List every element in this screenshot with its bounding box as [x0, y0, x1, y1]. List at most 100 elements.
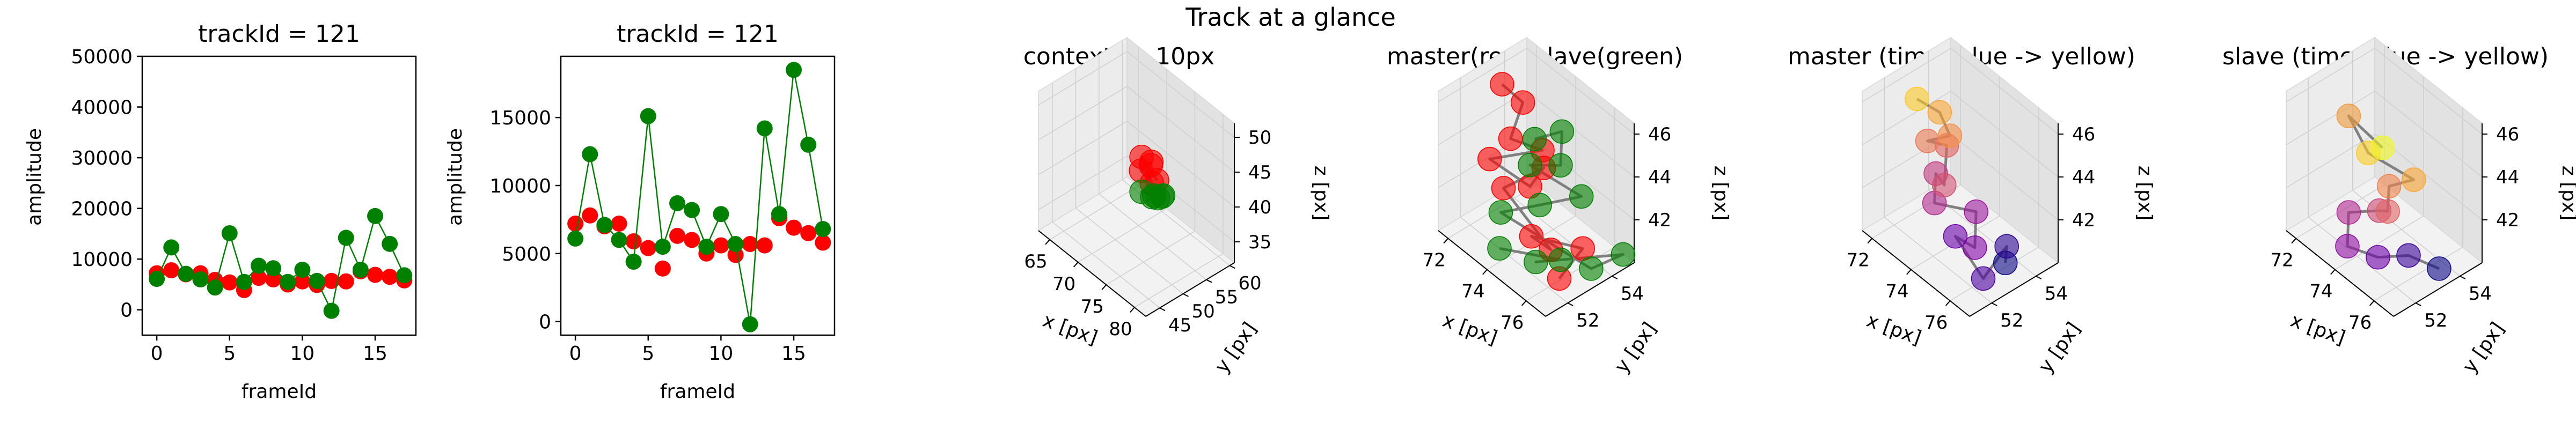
x-tick-label: 70 [1052, 273, 1075, 295]
x-tick-label: 15 [781, 343, 806, 365]
data-point [1488, 200, 1513, 225]
data-point [1510, 90, 1535, 115]
data-point [2396, 243, 2421, 268]
grid-line [1106, 231, 1195, 285]
grid-line [1862, 91, 1951, 145]
x-axis-label: x [px] [2288, 309, 2348, 349]
data-point [1937, 123, 1963, 148]
x-tick-label: 74 [1461, 281, 1484, 302]
data-point [294, 273, 311, 290]
y-tick [1229, 265, 1235, 269]
data-point [1490, 72, 1514, 97]
grid-line [2286, 91, 2375, 145]
data-point [2366, 245, 2390, 270]
grid-line [2286, 48, 2375, 102]
x-tick [1130, 307, 1135, 313]
y-tick-label: 50000 [71, 46, 133, 68]
data-point [684, 232, 700, 248]
y-axis-label: y [px] [1611, 319, 1661, 378]
chart-2-plot: 0 5 10 15 0 5000 10000 15000 [489, 55, 836, 365]
x-tick-label: 74 [2309, 281, 2332, 302]
z-tick-label: 46 [2072, 124, 2095, 145]
grid-line [2374, 91, 2483, 177]
data-point [800, 225, 817, 241]
grid-line [1950, 134, 2059, 220]
y-tick [2036, 276, 2042, 279]
chart-2: trackId = 121 frameId amplitude 0 5 10 15 0 5… [444, 20, 836, 403]
data-point [669, 195, 686, 211]
y-tick-label: 0 [539, 312, 551, 334]
z-tick-label: 44 [1648, 167, 1671, 188]
data-point [309, 272, 325, 289]
y-tick-label: 15000 [489, 107, 551, 129]
y-tick-label: 55 [1215, 287, 1238, 308]
data-point [1579, 256, 1604, 281]
y-tick [1159, 307, 1166, 312]
y-tick-label: 54 [2045, 283, 2068, 305]
data-point [2375, 199, 2400, 224]
plot-frame [560, 55, 836, 336]
data-point [323, 272, 340, 289]
chart-1-plot: 0 5 10 15 0 10000 20000 30000 40000 50000 [71, 46, 417, 365]
data-point [713, 237, 729, 254]
grid-line [1438, 48, 1527, 102]
series-line [156, 214, 405, 313]
x-tick-label: 0 [151, 343, 163, 365]
z-tick-label: 40 [1248, 197, 1271, 218]
y-tick-label: 54 [1621, 283, 1644, 305]
grid-line [2286, 134, 2375, 188]
x-tick-label: 76 [1924, 312, 1948, 334]
data-point [1519, 224, 1544, 249]
grid-line [1884, 217, 1992, 304]
y-axis-line [1545, 262, 1635, 317]
data-point [1943, 224, 1968, 249]
y-tick [1183, 293, 1189, 297]
data-point [1932, 173, 1957, 197]
y-axis-label: y [px] [2035, 319, 2085, 378]
data-point [800, 136, 817, 153]
x-tick [1867, 238, 1872, 244]
x-axis-label: x [px] [1864, 309, 1924, 349]
grid-line [1052, 221, 1160, 308]
chart-2-ylabel: amplitude [444, 128, 466, 226]
z-axis-label: z [px] [1710, 166, 1732, 221]
x-tick-label: 74 [1885, 281, 1908, 302]
y-tick-label: 10000 [71, 249, 133, 271]
chart-2-xlabel: frameId [660, 381, 735, 403]
data-point [567, 216, 584, 232]
grid-line [1099, 193, 1207, 280]
grid-line [1038, 51, 1128, 106]
data-point [1971, 266, 1996, 291]
data-point [1548, 153, 1573, 178]
x-tick-label: 15 [363, 343, 387, 365]
x-tick [2369, 300, 2375, 306]
grid-line [1862, 48, 1951, 102]
data-point [1549, 119, 1575, 144]
data-point [640, 108, 656, 124]
series-line [574, 70, 824, 324]
x-tick-label: 75 [1081, 296, 1104, 317]
z-axis-label: z [px] [1310, 166, 1332, 221]
data-point [192, 271, 209, 287]
data-point [251, 270, 267, 286]
grid-line [1460, 217, 1568, 304]
data-point [338, 273, 354, 290]
y-tick-label: 52 [1576, 310, 1599, 331]
data-point [163, 262, 180, 278]
x-axis-line [1438, 230, 1546, 317]
data-point [2336, 103, 2361, 128]
y-tick-label: 30000 [71, 147, 133, 169]
x-tick-label: 10 [290, 343, 314, 365]
grid-line [1526, 48, 1635, 135]
data-point [742, 236, 758, 253]
x-axis-label: x [px] [1440, 309, 1501, 349]
chart-1-ylabel: amplitude [24, 128, 46, 226]
data-point [611, 232, 627, 248]
x-tick-label: 65 [1024, 251, 1047, 272]
data-point [1522, 127, 1547, 152]
data-point [1548, 247, 1573, 272]
data-point [1994, 234, 2019, 259]
data-point [625, 233, 642, 249]
